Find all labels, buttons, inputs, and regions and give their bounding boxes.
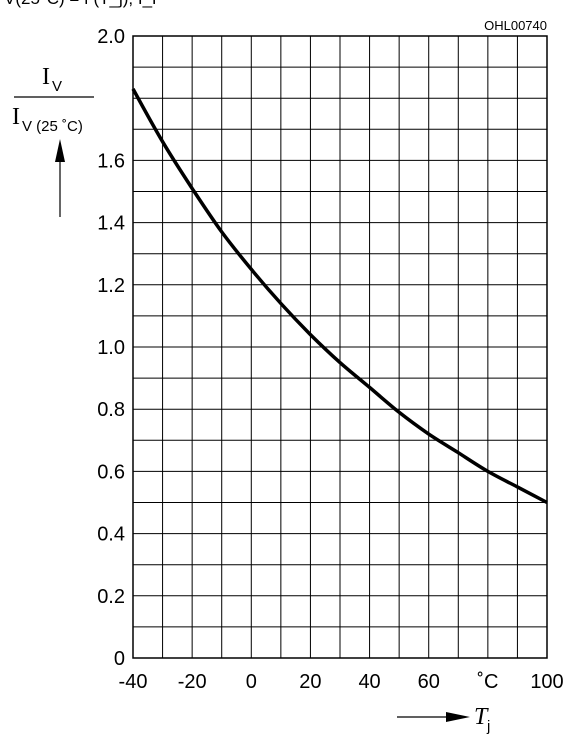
x-tick-label: ˚C xyxy=(477,671,498,693)
x-tick-label: 40 xyxy=(358,671,380,693)
x-tick-label: -20 xyxy=(178,671,207,693)
plot-frame xyxy=(132,35,548,659)
xlabel-symbol: T xyxy=(474,704,489,730)
grid xyxy=(133,36,547,658)
y-axis-label: I V I V (25 ˚C) xyxy=(12,64,94,217)
series-line xyxy=(131,88,548,505)
figure-code: OHL00740 xyxy=(484,18,547,33)
y-tick-label: 1.2 xyxy=(97,275,125,297)
x-tick-labels: -40 -20 0 20 40 60 ˚C 100 xyxy=(119,671,564,693)
y-tick-label: 1.0 xyxy=(97,337,125,359)
x-tick-label: 100 xyxy=(530,671,563,693)
x-tick-label: 60 xyxy=(418,671,440,693)
ylabel-arrow-head xyxy=(55,139,65,162)
y-tick-label: 0.8 xyxy=(97,399,125,421)
y-tick-labels: 0 0.2 0.4 0.6 0.8 1.0 1.2 1.4 1.6 2.0 xyxy=(97,26,125,670)
y-tick-label: 0.6 xyxy=(97,461,125,483)
ylabel-denominator-sub: V (25 ˚C) xyxy=(22,118,83,135)
ylabel-denominator: I xyxy=(12,104,20,130)
x-axis-label: T j xyxy=(397,704,490,735)
header-fragment: V(25°C) = f (T_j); I_F xyxy=(4,0,162,8)
ylabel-numerator-sub: V xyxy=(52,78,62,95)
x-tick-label: 0 xyxy=(246,671,257,693)
ylabel-numerator: I xyxy=(42,64,50,90)
y-tick-label: 1.4 xyxy=(97,213,125,235)
x-tick-label: 20 xyxy=(299,671,321,693)
y-tick-label: 0.2 xyxy=(97,586,125,608)
y-tick-label: 0.4 xyxy=(97,524,125,546)
y-tick-label: 1.6 xyxy=(97,150,125,172)
y-tick-label: 0 xyxy=(114,648,125,670)
x-tick-label: -40 xyxy=(119,671,148,693)
y-tick-label: 2.0 xyxy=(97,26,125,48)
xlabel-arrow-head xyxy=(446,712,470,722)
xlabel-subscript: j xyxy=(486,718,490,735)
